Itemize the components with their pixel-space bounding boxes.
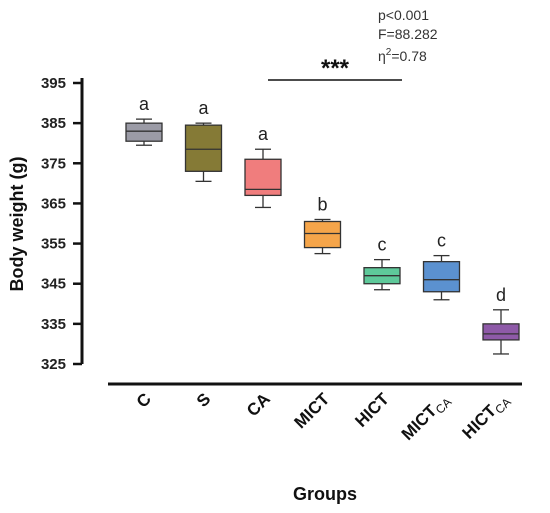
eta-symbol: η [378,48,386,64]
y-tick-label-335: 335 [41,316,66,333]
category-main: C [133,389,155,411]
y-tick-label-365: 365 [41,195,66,212]
y-tick-label-395: 395 [41,75,66,92]
y-tick-label-385: 385 [41,115,66,132]
box-iqr [303,220,342,249]
box-iqr [482,323,520,341]
box-2 [184,122,223,183]
y-tick-label-345: 345 [41,276,66,293]
group-letter-3: a [258,124,269,144]
eta-superscript: 2 [386,47,392,58]
x-category-label-1: C [133,389,155,411]
p-value-text: p<0.001 [378,7,429,23]
group-letter-4: b [317,194,327,214]
y-axis-title: Body weight (g) [7,157,27,292]
group-letter-1: a [139,94,150,114]
group-letter-5: c [378,235,387,255]
x-axis-category-labels: C S CA MICT HICT MICTCA HICTCA [133,389,514,446]
x-category-label-7: HICTCA [459,389,514,444]
y-tick-label-325: 325 [41,356,66,373]
box-iqr [125,122,163,142]
eta-squared-text: η2=0.78 [378,47,427,64]
box-7 [482,309,520,355]
box-iqr [422,260,461,293]
significance-stars: *** [321,55,350,82]
category-main: MICT [291,389,334,432]
box-4 [303,218,342,255]
box-plot-series [125,118,520,355]
x-category-label-5: HICT [351,389,393,431]
x-category-label-2: S [193,389,214,410]
group-letter-6: c [437,231,446,251]
y-tick-label-355: 355 [41,236,66,253]
category-main: CA [243,389,274,420]
eta-value: =0.78 [391,48,427,64]
x-category-label-3: CA [243,389,274,420]
box-5 [363,258,401,291]
group-letters: a a a b c c d [139,94,506,305]
x-category-label-4: MICT [291,389,334,432]
group-letter-7: d [496,285,506,305]
box-1 [125,118,163,146]
box-iqr [184,124,223,172]
group-letter-2: a [198,98,209,118]
category-main: HICT [351,389,393,431]
x-category-label-6: MICTCA [398,389,455,446]
box-3 [244,148,282,209]
category-main: S [193,389,214,410]
y-tick-label-375: 375 [41,155,66,172]
box-6 [422,254,461,301]
x-axis-title: Groups [293,484,357,504]
f-value-text: F=88.282 [378,26,438,42]
y-axis-ticks: 325 335 345 355 365 375 385 395 [41,75,82,373]
